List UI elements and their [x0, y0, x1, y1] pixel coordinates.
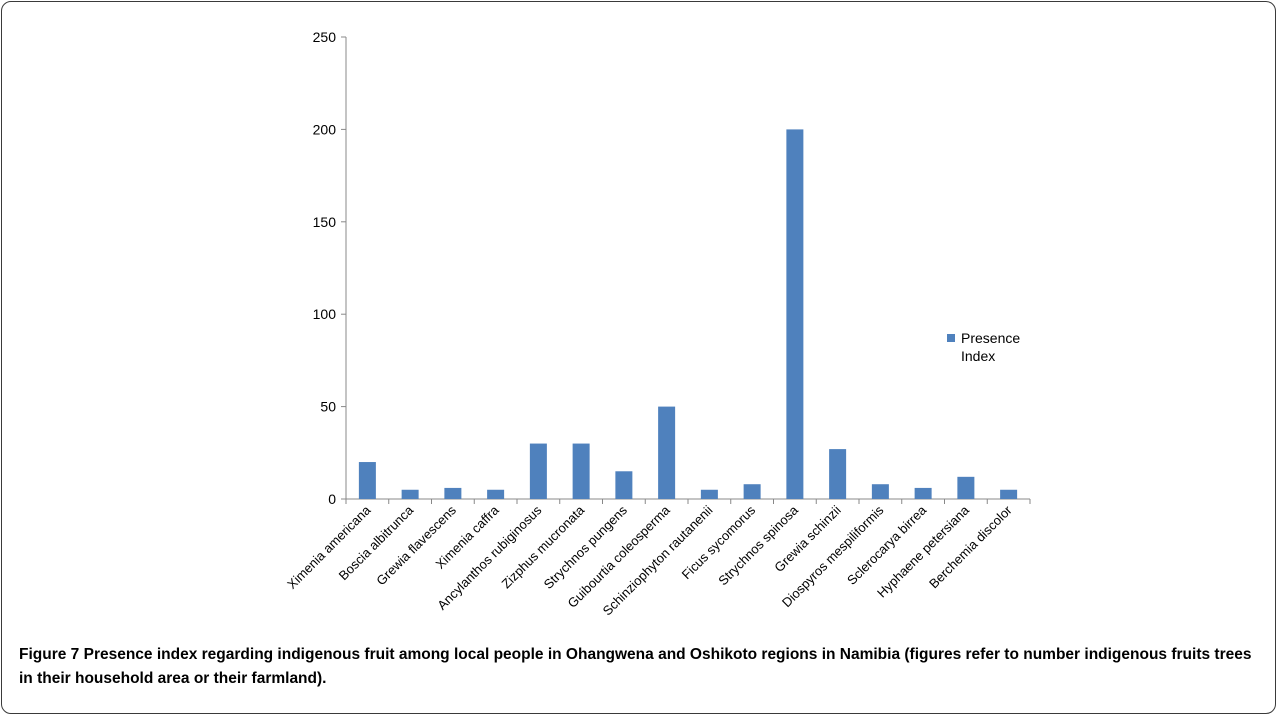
bar [487, 489, 505, 499]
chart-legend: Presence Index [947, 330, 1020, 364]
x-tick-label: Sclerocarya birrea [844, 502, 930, 588]
y-tick-label: 50 [320, 399, 336, 415]
y-tick-label: 100 [313, 306, 337, 322]
legend-swatch [947, 334, 955, 342]
bar-chart: 0 50 100 150 200 250 Ximenia americanaBoscia … [284, 29, 1031, 618]
bar [444, 487, 462, 499]
x-tick-label: Boscia albitrunca [336, 502, 417, 583]
bar [358, 462, 376, 499]
bar [829, 449, 847, 499]
bar [529, 443, 547, 499]
y-tick-labels: 0 50 100 150 200 250 [313, 29, 337, 507]
bar [401, 489, 419, 499]
bar [615, 471, 633, 499]
legend-label: Presence Index [961, 330, 1020, 364]
figure-caption: Figure 7 Presence index regarding indige… [19, 643, 1259, 691]
caption-label: Figure 7 [19, 646, 80, 663]
bar [658, 406, 676, 499]
bar [572, 443, 590, 499]
x-tick-label: Grewia flavescens [373, 502, 459, 588]
bar [871, 484, 889, 499]
chart-bars [358, 129, 1018, 499]
y-tick-label: 250 [313, 29, 337, 45]
bar [1000, 489, 1018, 499]
bar [957, 476, 975, 499]
x-tick-label: Ficus sycomorus [679, 502, 759, 582]
y-tick-label: 0 [328, 491, 336, 507]
y-tick-label: 150 [313, 214, 337, 230]
caption-text: Presence index regarding indigenous frui… [19, 646, 1252, 687]
bar [743, 484, 761, 499]
x-tick-label: Strychnos spinosa [715, 502, 801, 588]
chart-axes [341, 36, 1031, 504]
x-tick-label: Berchemia discolor [926, 502, 1015, 591]
y-tick-label: 200 [313, 121, 337, 137]
bar [700, 489, 718, 499]
bar [786, 129, 804, 499]
bar [914, 487, 932, 499]
